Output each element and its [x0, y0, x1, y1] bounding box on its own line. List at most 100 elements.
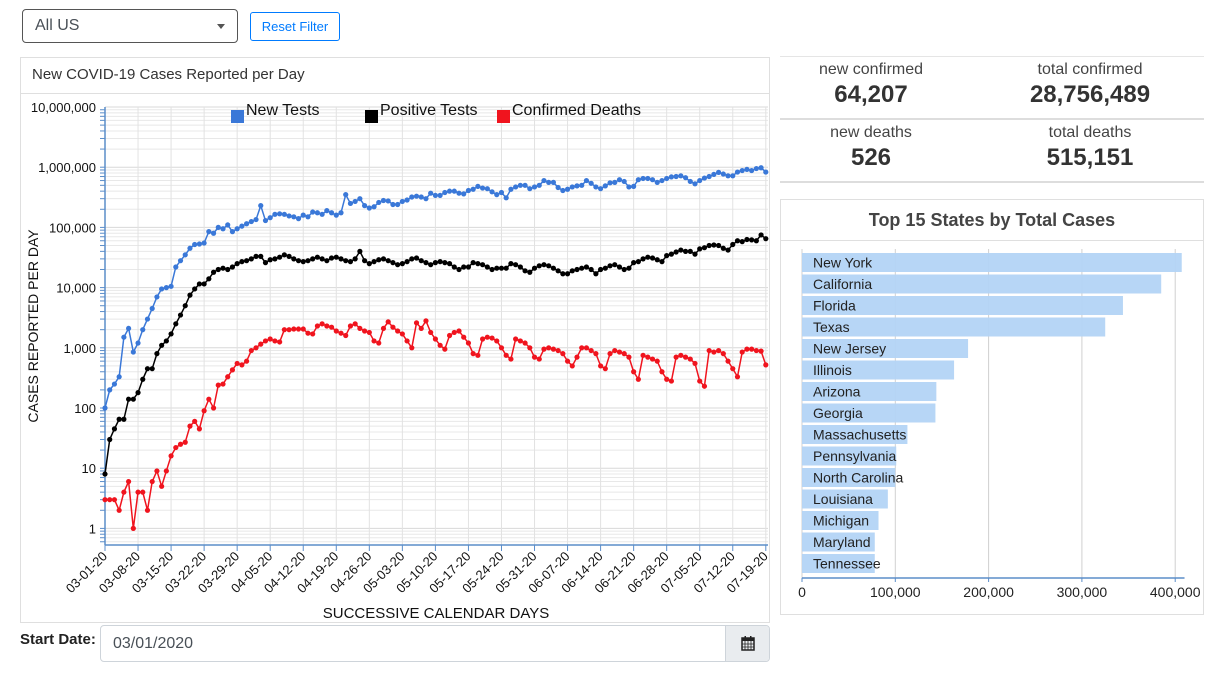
data-point — [664, 175, 670, 182]
data-point — [513, 184, 519, 190]
data-point — [730, 366, 736, 372]
bar-label: Massachusetts — [813, 427, 906, 443]
data-point — [560, 271, 566, 277]
cases-line-chart: 03-01-2003-08-2003-15-2003-22-2003-29-20… — [25, 100, 770, 622]
data-point — [291, 326, 297, 332]
data-point — [371, 338, 377, 344]
data-point — [102, 497, 108, 503]
data-point — [248, 347, 254, 354]
data-point — [409, 194, 415, 200]
data-point — [220, 381, 226, 387]
data-point — [749, 237, 755, 243]
data-point — [607, 351, 613, 357]
data-point — [399, 198, 405, 205]
data-point — [579, 182, 585, 188]
data-point — [678, 352, 684, 358]
data-point — [588, 180, 594, 186]
bar-louisiana — [802, 489, 888, 509]
data-point — [385, 319, 391, 325]
data-point — [621, 178, 627, 185]
data-point — [418, 258, 424, 264]
data-point — [546, 179, 552, 185]
data-point — [196, 241, 202, 247]
data-point — [395, 262, 401, 268]
data-point — [744, 236, 750, 243]
data-point — [701, 175, 708, 181]
data-point — [546, 263, 552, 269]
data-point — [659, 369, 665, 375]
data-point — [116, 416, 122, 422]
y-tick-label: 1,000 — [63, 341, 96, 356]
stat-total-confirmed: total confirmed 28,756,489 — [984, 61, 1196, 109]
data-point — [300, 212, 306, 218]
data-point — [583, 264, 590, 270]
data-point — [206, 396, 212, 402]
data-point — [437, 259, 443, 265]
data-point — [621, 266, 627, 273]
data-point — [300, 259, 306, 265]
region-select[interactable]: All US — [22, 9, 238, 43]
legend-label: Positive Tests — [380, 102, 478, 119]
data-point — [716, 347, 722, 354]
data-point — [593, 351, 599, 357]
data-point — [324, 258, 330, 264]
data-point — [678, 173, 684, 179]
data-point — [281, 252, 287, 258]
stat-value: 28,756,489 — [1029, 81, 1151, 108]
data-point — [239, 223, 245, 229]
data-point — [225, 266, 231, 273]
data-point — [753, 165, 759, 172]
data-point — [149, 366, 155, 372]
data-point — [362, 328, 368, 334]
x-tick-label: 400,000 — [1150, 584, 1201, 600]
x-tick-label: 300,000 — [1057, 584, 1108, 600]
calendar-button[interactable] — [725, 626, 769, 661]
data-point — [734, 238, 741, 244]
start-date-input[interactable]: 03/01/2020 — [100, 625, 770, 662]
data-point — [333, 254, 339, 260]
bar-massachusetts — [802, 425, 908, 444]
bar-florida — [802, 296, 1123, 315]
data-point — [541, 346, 547, 352]
data-point — [135, 340, 141, 346]
data-point — [267, 336, 273, 342]
data-point — [744, 346, 750, 352]
data-point — [635, 259, 641, 265]
data-point — [602, 183, 608, 189]
data-point — [668, 174, 675, 180]
data-point — [706, 242, 712, 249]
data-point — [357, 196, 363, 202]
data-point — [328, 324, 335, 330]
data-point — [550, 346, 557, 352]
data-point — [649, 177, 656, 183]
data-point — [130, 396, 136, 402]
data-point — [442, 189, 448, 196]
data-point — [173, 444, 179, 451]
bar-maryland — [802, 532, 875, 552]
data-point — [560, 187, 566, 194]
data-point — [734, 374, 741, 380]
bar-illinois — [802, 360, 955, 380]
data-point — [362, 203, 368, 209]
data-point — [517, 182, 523, 188]
data-point — [314, 254, 320, 260]
data-point — [730, 173, 736, 179]
data-point — [253, 216, 259, 223]
bar-label: Louisiana — [813, 491, 873, 507]
x-tick-label: 0 — [798, 584, 806, 600]
data-point — [749, 346, 755, 352]
data-point — [333, 328, 339, 334]
data-point — [154, 351, 160, 357]
data-point — [234, 360, 240, 367]
stat-label: total deaths — [1048, 124, 1132, 141]
data-point — [465, 264, 472, 270]
reset-filter-button[interactable]: Reset Filter — [250, 12, 340, 41]
data-point — [343, 258, 349, 264]
data-point — [310, 256, 316, 262]
data-point — [295, 326, 302, 332]
data-point — [598, 266, 604, 273]
data-point — [484, 186, 490, 192]
data-point — [305, 258, 311, 264]
data-point — [206, 229, 212, 235]
data-point — [163, 285, 169, 291]
